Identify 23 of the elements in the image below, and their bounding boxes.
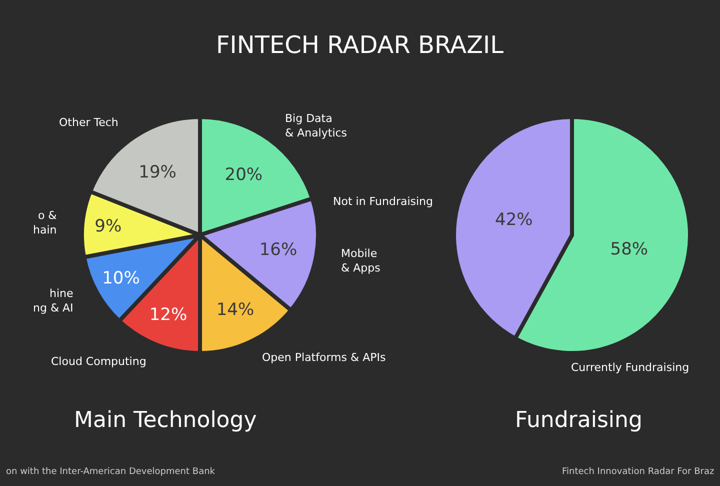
slice-label: Other Tech: [59, 116, 118, 129]
slice-label: hine ng & AI: [33, 287, 74, 314]
slice-label: Open Platforms & APIs: [262, 351, 386, 364]
data-label: 16%: [259, 240, 298, 260]
data-label: 42%: [495, 210, 533, 230]
data-label: 12%: [149, 305, 188, 326]
slice-label: Mobile & Apps: [341, 247, 381, 274]
data-label: 58%: [610, 240, 648, 260]
slice-label: Cloud Computing: [51, 355, 146, 368]
slice-label: Not in Fundraising: [333, 195, 434, 208]
text: Fundraising: [515, 408, 642, 433]
slice-label: Currently Fundraising: [571, 361, 690, 374]
slice-label: o & hain: [33, 209, 58, 236]
data-label: 14%: [216, 300, 254, 320]
data-label: 19%: [138, 162, 176, 183]
data-label: 10%: [102, 268, 140, 288]
data-label: 20%: [224, 164, 263, 185]
slice-label: Big Data & Analytics: [285, 112, 348, 140]
text: Fintech Innovation Radar For Braz: [562, 467, 714, 477]
text: on with the Inter-American Development Bank: [6, 467, 216, 477]
data-label: 9%: [94, 216, 122, 236]
chart-title: FINTECH RADAR BRAZIL: [216, 31, 504, 59]
text: Main Technology: [74, 408, 257, 433]
